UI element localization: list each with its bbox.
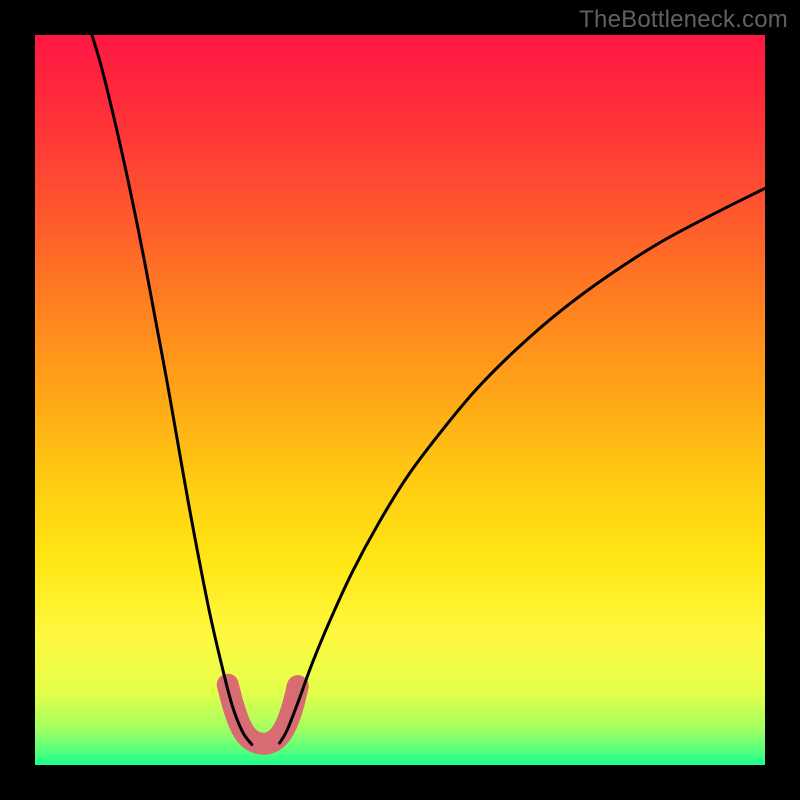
frame-left: [0, 0, 35, 800]
frame-top: [0, 0, 800, 35]
plot-area: [35, 35, 765, 765]
frame-bottom: [0, 765, 800, 800]
gradient-background: [35, 35, 765, 765]
frame-right: [765, 0, 800, 800]
